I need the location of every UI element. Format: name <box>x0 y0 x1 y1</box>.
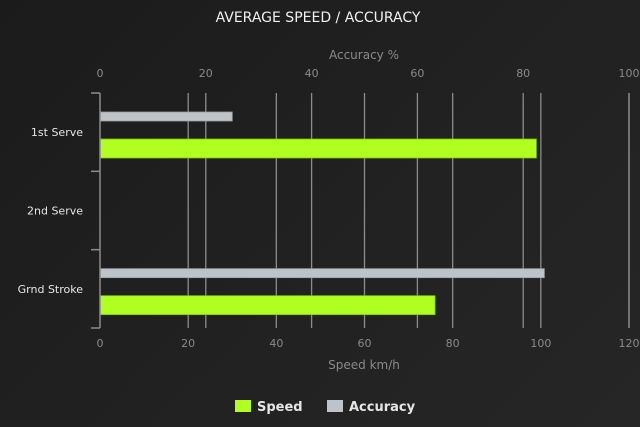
chart-title: AVERAGE SPEED / ACCURACY <box>216 10 421 26</box>
bottom-tick-label: 20 <box>181 337 195 350</box>
speed-bar <box>99 138 537 159</box>
accuracy-legend-label: Accuracy <box>349 400 416 415</box>
top-tick-label: 20 <box>199 67 213 80</box>
bottom-tick-label: 60 <box>358 337 372 350</box>
top-tick-label: 100 <box>619 67 640 80</box>
bottom-tick-label: 100 <box>530 337 551 350</box>
top-tick-label: 0 <box>97 67 104 80</box>
category-label: 1st Serve <box>31 126 83 139</box>
accuracy-legend-swatch <box>327 400 343 412</box>
accuracy-bar <box>99 111 233 122</box>
category-label: 2nd Serve <box>27 205 83 218</box>
speed-legend-swatch <box>235 400 251 412</box>
legend: Speed Accuracy <box>235 400 416 415</box>
accuracy-bar <box>99 268 545 279</box>
bottom-tick-label: 120 <box>619 337 640 350</box>
top-tick-label: 40 <box>305 67 319 80</box>
top-tick-label: 80 <box>516 67 530 80</box>
bottom-axis-label: Speed km/h <box>328 358 400 372</box>
top-tick-label: 60 <box>410 67 424 80</box>
category-label: Grnd Stroke <box>18 283 84 296</box>
bottom-tick-label: 0 <box>97 337 104 350</box>
speed-bar <box>99 295 436 316</box>
speed-legend-label: Speed <box>257 400 303 415</box>
bottom-tick-label: 40 <box>269 337 283 350</box>
bottom-tick-label: 80 <box>446 337 460 350</box>
top-axis-label: Accuracy % <box>329 48 399 62</box>
